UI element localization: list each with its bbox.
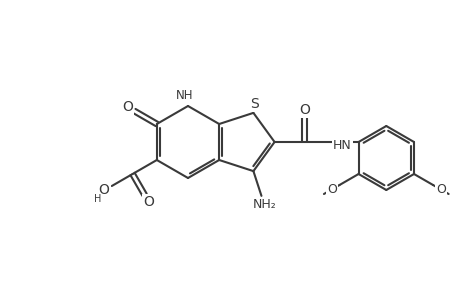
Text: NH: NH <box>176 88 193 101</box>
Text: O: O <box>143 195 154 209</box>
Text: NH₂: NH₂ <box>252 198 275 211</box>
Text: HN: HN <box>332 139 351 152</box>
Text: O: O <box>435 183 445 196</box>
Text: O: O <box>98 184 109 197</box>
Text: H: H <box>94 194 101 203</box>
Text: O: O <box>298 103 309 117</box>
Text: O: O <box>122 100 133 114</box>
Text: O: O <box>326 183 336 196</box>
Text: S: S <box>250 97 258 111</box>
